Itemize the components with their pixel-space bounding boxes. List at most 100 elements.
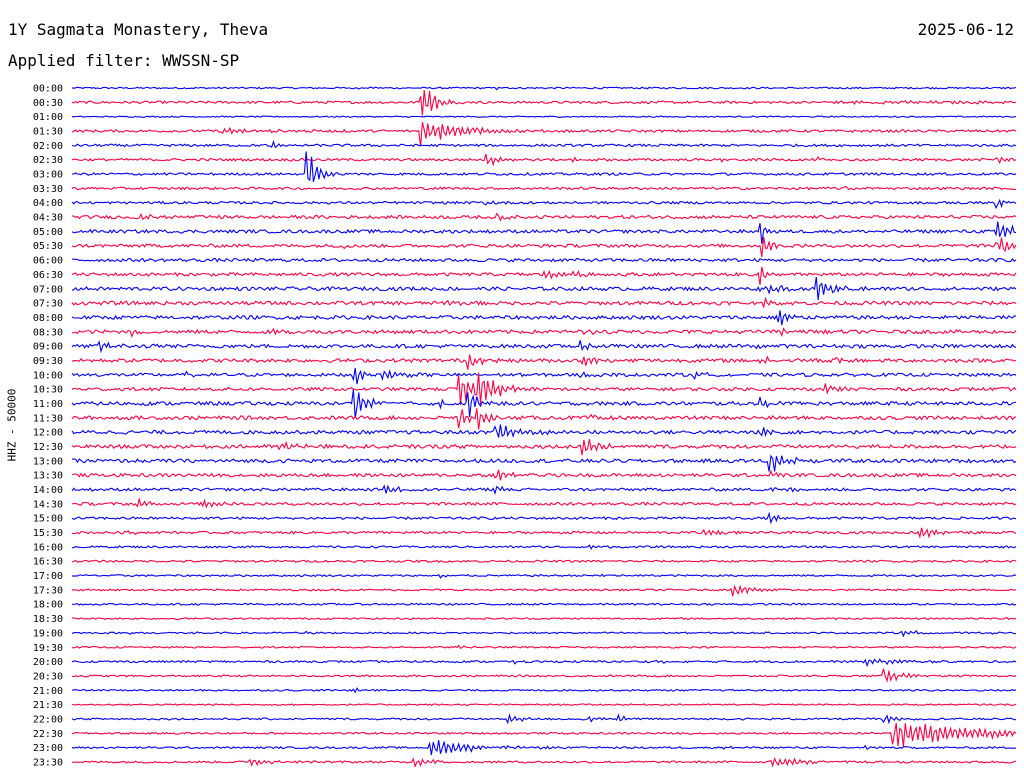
time-tick-label: 03:00 <box>33 170 63 181</box>
trace-line <box>71 511 1017 525</box>
time-tick-label: 08:30 <box>33 327 63 338</box>
time-tick-label: 23:00 <box>33 743 63 754</box>
time-tick-label: 10:30 <box>33 385 63 396</box>
time-tick-label: 02:30 <box>33 155 63 166</box>
time-tick-label: 04:30 <box>33 213 63 224</box>
trace-line <box>71 644 1017 650</box>
trace-line <box>71 687 1017 694</box>
trace-line <box>71 86 1017 91</box>
trace-line <box>71 713 1017 725</box>
time-tick-label: 16:00 <box>33 542 63 553</box>
time-tick-label: 22:30 <box>33 729 63 740</box>
trace-line <box>71 484 1017 495</box>
filter-label: Applied filter: WWSSN-SP <box>8 51 240 70</box>
time-tick-label: 00:30 <box>33 98 63 109</box>
time-tick-label: 14:00 <box>33 485 63 496</box>
time-tick-label: 05:00 <box>33 227 63 238</box>
time-tick-label: 06:30 <box>33 270 63 281</box>
time-tick-label: 03:30 <box>33 184 63 195</box>
trace-line <box>71 424 1017 439</box>
time-tick-label: 05:30 <box>33 241 63 252</box>
time-tick-label: 17:30 <box>33 585 63 596</box>
trace-line <box>71 198 1017 210</box>
trace-line <box>71 544 1017 551</box>
time-tick-label: 13:30 <box>33 471 63 482</box>
trace-line <box>71 212 1017 222</box>
time-tick-label: 19:30 <box>33 643 63 654</box>
trace-line <box>71 389 1017 419</box>
trace-line <box>71 367 1017 385</box>
time-tick-label: 09:30 <box>33 356 63 367</box>
trace-line <box>71 408 1017 430</box>
time-tick-label: 11:00 <box>33 399 63 410</box>
trace-line <box>71 723 1017 747</box>
time-tick-label: 12:00 <box>33 428 63 439</box>
time-tick-label: 21:30 <box>33 700 63 711</box>
time-tick-label: 11:30 <box>33 413 63 424</box>
time-tick-label: 08:00 <box>33 313 63 324</box>
time-tick-label: 19:00 <box>33 628 63 639</box>
trace-line <box>71 756 1017 768</box>
trace-line <box>71 276 1017 300</box>
time-tick-label: 02:00 <box>33 141 63 152</box>
trace-line <box>71 559 1017 563</box>
trace-line <box>71 629 1017 638</box>
trace-line <box>71 153 1017 167</box>
time-tick-label: 16:30 <box>33 557 63 568</box>
time-tick-label: 22:00 <box>33 714 63 725</box>
time-tick-label: 07:00 <box>33 284 63 295</box>
trace-line <box>71 236 1017 258</box>
trace-line <box>71 139 1017 149</box>
time-tick-label: 12:30 <box>33 442 63 453</box>
time-tick-label: 23:30 <box>33 757 63 768</box>
trace-line <box>71 151 1017 182</box>
trace-line <box>71 115 1017 118</box>
trace-line <box>71 668 1017 683</box>
time-tick-label: 07:30 <box>33 299 63 310</box>
time-tick-label: 06:00 <box>33 256 63 267</box>
time-tick-label: 20:00 <box>33 657 63 668</box>
trace-line <box>71 469 1017 481</box>
trace-line <box>71 584 1017 597</box>
trace-line <box>71 372 1017 406</box>
time-tick-label: 10:00 <box>33 370 63 381</box>
trace-line <box>71 602 1017 606</box>
time-tick-label: 01:00 <box>33 112 63 123</box>
trace-line <box>71 616 1017 621</box>
time-tick-label: 13:00 <box>33 456 63 467</box>
time-tick-label: 04:00 <box>33 198 63 209</box>
trace-line <box>71 497 1017 509</box>
time-tick-label: 15:30 <box>33 528 63 539</box>
trace-line <box>71 527 1017 539</box>
trace-line <box>71 310 1017 326</box>
time-tick-label: 20:30 <box>33 671 63 682</box>
trace-line <box>71 703 1017 706</box>
time-tick-label: 14:30 <box>33 499 63 510</box>
station-title: 1Y Sagmata Monastery, Theva <box>8 20 269 39</box>
trace-line <box>71 90 1017 116</box>
trace-line <box>71 439 1017 456</box>
trace-line <box>71 185 1017 191</box>
trace-line <box>71 354 1017 370</box>
time-tick-label: 17:00 <box>33 571 63 582</box>
trace-line <box>71 257 1017 263</box>
trace-line <box>71 221 1017 244</box>
time-tick-label: 21:00 <box>33 686 63 697</box>
trace-line <box>71 296 1017 309</box>
trace-line <box>71 266 1017 285</box>
time-tick-label: 09:00 <box>33 342 63 353</box>
trace-line <box>71 454 1017 472</box>
time-tick-label: 00:00 <box>33 84 63 95</box>
time-tick-label: 01:30 <box>33 127 63 138</box>
trace-line <box>71 121 1017 147</box>
trace-line <box>71 573 1017 579</box>
trace-line <box>71 327 1017 338</box>
time-tick-label: 15:00 <box>33 514 63 525</box>
trace-line <box>71 740 1017 755</box>
time-tick-label: 18:00 <box>33 600 63 611</box>
chart-date: 2025-06-12 <box>917 20 1014 39</box>
time-tick-label: 18:30 <box>33 614 63 625</box>
trace-line <box>71 658 1017 668</box>
trace-line <box>71 340 1017 354</box>
